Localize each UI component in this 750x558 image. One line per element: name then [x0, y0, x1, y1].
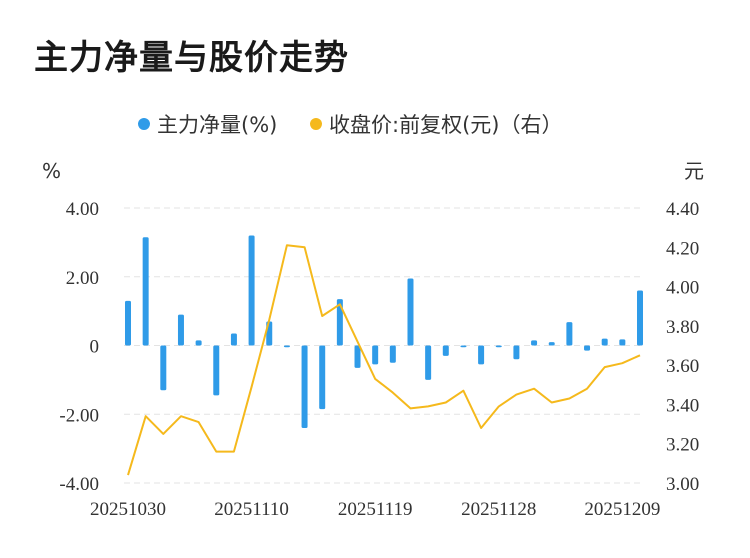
bar-main-net-flow — [478, 345, 485, 365]
x-tick: 20251110 — [214, 499, 289, 520]
bar-main-net-flow — [637, 290, 643, 346]
y-left-tick: 4.00 — [66, 199, 99, 220]
bar-main-net-flow — [442, 345, 449, 356]
bar-main-net-flow — [372, 345, 379, 365]
bar-main-net-flow — [230, 333, 237, 346]
x-tick: 20251209 — [584, 499, 660, 520]
y-right-tick: 3.40 — [666, 395, 699, 416]
x-tick: 20251128 — [461, 499, 536, 520]
y-left-tick: -4.00 — [59, 474, 99, 495]
chart-title: 主力净量与股价走势 — [34, 38, 349, 78]
y-right-tick: 3.00 — [666, 474, 699, 495]
y-left-tick: 0 — [90, 337, 100, 358]
y-right-unit: 元 — [684, 159, 704, 183]
legend-marker-0 — [138, 118, 150, 130]
bar-main-net-flow — [531, 340, 538, 346]
y-right-tick: 3.20 — [666, 435, 699, 456]
bar-main-net-flow — [548, 342, 555, 346]
bar-main-net-flow — [336, 299, 343, 346]
bar-main-net-flow — [619, 339, 626, 346]
bar-main-net-flow — [407, 278, 414, 346]
y-right-tick: 3.80 — [666, 317, 699, 338]
bar-main-net-flow — [354, 345, 361, 368]
bar-main-net-flow — [319, 345, 326, 410]
bar-main-net-flow — [177, 314, 184, 346]
bar-main-net-flow — [425, 345, 432, 380]
bar-main-net-flow — [389, 345, 396, 363]
x-tick: 20251030 — [90, 499, 166, 520]
y-right-tick: 4.00 — [666, 278, 699, 299]
y-left-tick: 2.00 — [66, 268, 99, 289]
bar-main-net-flow — [301, 345, 308, 428]
y-right-tick: 3.60 — [666, 356, 699, 377]
legend-label-0: 主力净量(%) — [157, 113, 277, 137]
bar-main-net-flow — [160, 345, 167, 391]
y-left-tick: -2.00 — [59, 405, 99, 426]
bar-main-net-flow — [248, 235, 255, 346]
y-left-unit: % — [42, 159, 61, 183]
bar-main-net-flow — [213, 345, 220, 396]
x-tick: 20251119 — [338, 499, 413, 520]
legend-label-1: 收盘价:前复权(元)（右） — [329, 113, 562, 137]
bar-main-net-flow — [495, 345, 502, 348]
bar-main-net-flow — [195, 340, 202, 346]
bar-main-net-flow — [460, 345, 467, 348]
bar-main-net-flow — [584, 345, 591, 351]
bar-main-net-flow — [601, 338, 608, 346]
price-line — [127, 244, 641, 476]
bar-main-net-flow — [566, 322, 573, 346]
y-right-tick: 4.20 — [666, 238, 699, 259]
bar-main-net-flow — [125, 300, 131, 346]
bar-main-net-flow — [513, 345, 520, 360]
bar-main-net-flow — [142, 237, 149, 346]
y-right-tick: 4.40 — [666, 199, 699, 220]
legend-marker-1 — [310, 118, 322, 130]
bar-main-net-flow — [283, 345, 290, 348]
